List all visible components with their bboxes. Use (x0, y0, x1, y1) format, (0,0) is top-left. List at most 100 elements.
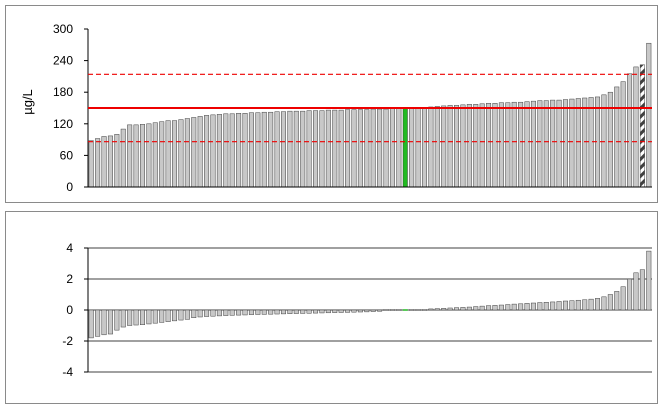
bar (178, 309, 184, 321)
bar (614, 291, 620, 311)
bar (524, 101, 530, 188)
bar (338, 309, 344, 313)
bar (133, 124, 139, 188)
bar (492, 103, 498, 188)
bar (293, 110, 299, 188)
bar (421, 107, 427, 188)
bar (620, 286, 626, 311)
bar (287, 110, 293, 188)
bar (543, 100, 549, 188)
bar (146, 123, 152, 188)
bar (101, 309, 107, 336)
bar (351, 309, 357, 313)
bar (505, 304, 511, 311)
bar (473, 104, 479, 188)
bar (415, 309, 421, 311)
bar (569, 300, 575, 311)
bar (460, 104, 466, 188)
bar (454, 307, 460, 311)
bar (159, 309, 165, 323)
bar (627, 278, 633, 311)
bar (165, 309, 171, 322)
bar (242, 113, 248, 188)
bar (229, 309, 235, 316)
bar (633, 272, 639, 311)
top-y-tick-label: 60 (60, 148, 74, 162)
bar (370, 108, 376, 188)
bar (377, 309, 383, 312)
bar (184, 309, 190, 320)
bar (415, 107, 421, 188)
bar (364, 109, 370, 188)
bar (216, 114, 222, 188)
bar (236, 113, 242, 188)
bar (518, 303, 524, 311)
bar (582, 299, 588, 311)
bar (191, 117, 197, 188)
bar (518, 101, 524, 188)
bar (434, 308, 440, 311)
bar (319, 309, 325, 314)
bottom-y-tick-label: 2 (66, 272, 73, 286)
bottom-y-tick-label: 4 (66, 241, 73, 255)
bar (473, 306, 479, 311)
bar (511, 101, 517, 188)
bar (351, 109, 357, 188)
bar (287, 309, 293, 314)
bar (389, 309, 395, 311)
bar (95, 309, 101, 337)
bar (152, 122, 158, 188)
bar (556, 99, 562, 188)
bar (511, 303, 517, 311)
bar (268, 309, 274, 315)
bar (383, 108, 389, 188)
top-y-tick-label: 0 (66, 180, 73, 194)
bottom-y-tick-label: -4 (62, 365, 73, 379)
bar (197, 309, 203, 318)
bar (556, 301, 562, 311)
bar (159, 121, 165, 188)
bar (146, 309, 152, 325)
bar (127, 124, 133, 188)
bar (614, 86, 620, 188)
bar (107, 135, 113, 188)
bar (633, 66, 639, 188)
bar (524, 303, 530, 311)
bar (268, 111, 274, 188)
bar (216, 309, 222, 317)
bar (607, 91, 613, 188)
bar (370, 309, 376, 312)
bar (255, 112, 261, 188)
bar (460, 307, 466, 311)
bar (236, 309, 242, 316)
bar (646, 42, 652, 188)
bar (172, 120, 178, 188)
bar (389, 108, 395, 188)
bottom-y-tick-labels: -4 -2 0 2 4 (62, 241, 73, 379)
bottom-chart-marks (84, 247, 652, 373)
bar (325, 109, 331, 188)
bar (223, 113, 229, 188)
bar (479, 103, 485, 188)
top-y-tick-label: 300 (53, 22, 73, 36)
bar (498, 304, 504, 311)
top-y-tick-label: 240 (53, 54, 73, 68)
bar (300, 309, 306, 314)
bar (210, 309, 216, 317)
bar (601, 296, 607, 311)
bar (492, 305, 498, 311)
bar (627, 73, 633, 188)
bar (530, 100, 536, 188)
bar (107, 309, 113, 335)
bar (357, 309, 363, 313)
bar (466, 104, 472, 188)
bar (229, 113, 235, 188)
bottom-chart-frame (5, 211, 658, 404)
bottom-y-tick-label: 0 (66, 303, 73, 317)
bar (447, 307, 453, 311)
bar (280, 309, 286, 315)
bar (280, 111, 286, 188)
bar (588, 298, 594, 311)
bar (409, 107, 415, 188)
